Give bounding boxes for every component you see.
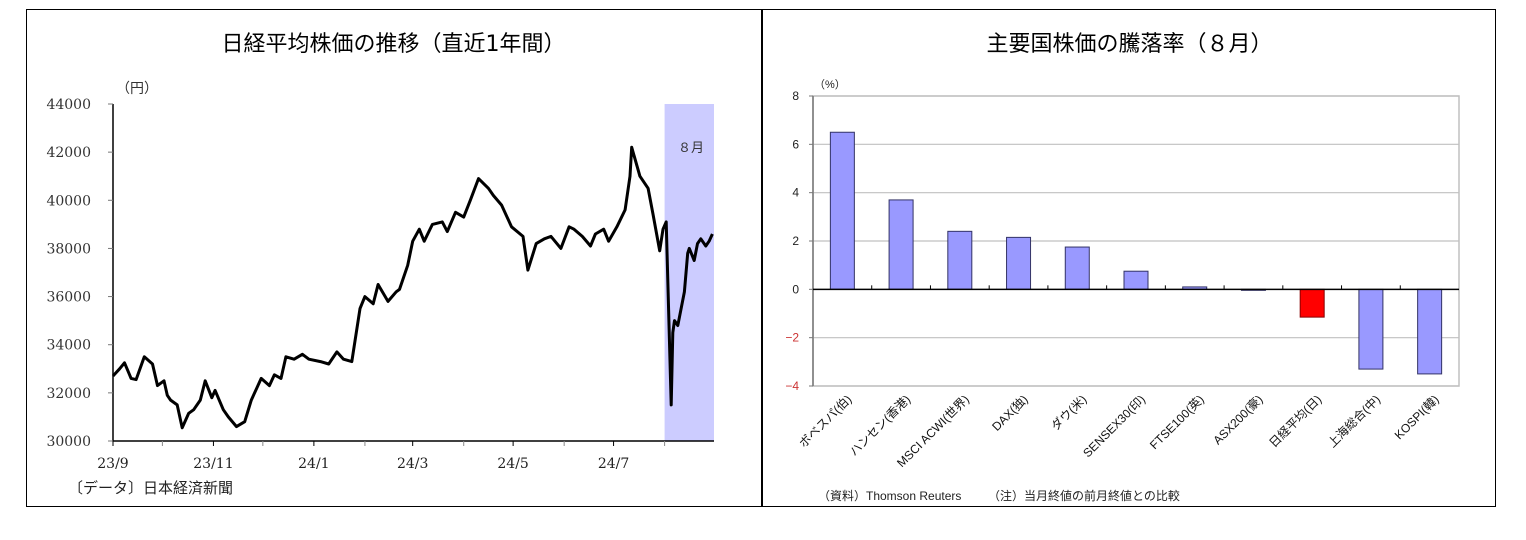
bar (829, 131, 855, 290)
bar-chart-note: （注）当月終値の前月終値との比較 (988, 489, 1180, 503)
category-label: 上海総合(中) (1324, 392, 1383, 451)
x-tick-label: 24/5 (497, 456, 528, 472)
category-label: KOSPI(韓) (1392, 392, 1442, 442)
nikkei-line-series (111, 145, 714, 430)
y-tick-label: 32000 (46, 386, 91, 402)
bar-chart-unit-label: （%） (814, 79, 846, 91)
bar (1064, 246, 1090, 290)
y-tick-label: −2 (785, 331, 799, 345)
panel-divider (761, 9, 763, 507)
line-chart-tick-labels: 30000 32000 34000 36000 38000 40000 42000 44000… (46, 97, 629, 472)
category-label: FTSE100(英) (1147, 392, 1207, 452)
bar-chart-title: 主要国株価の騰落率（８月） (986, 32, 1273, 57)
y-tick-label: 2 (792, 234, 799, 248)
bar (1123, 270, 1149, 290)
nikkei-line (111, 145, 714, 430)
line-chart-source: 〔データ〕日本経済新聞 (68, 479, 234, 497)
bar (1358, 288, 1384, 370)
category-label: 日経平均(日) (1266, 392, 1324, 450)
bar-chart-source: （資料）Thomson Reuters (818, 489, 962, 503)
bar (947, 230, 973, 290)
x-tick-label: 24/3 (397, 456, 428, 472)
category-label: ボベスパ(伯) (796, 392, 855, 451)
y-tick-label: 40000 (46, 193, 91, 209)
y-tick-label: 44000 (46, 97, 91, 113)
x-tick-label: 24/1 (298, 456, 329, 472)
y-tick-label: 4 (792, 186, 799, 200)
bar (1417, 288, 1443, 375)
y-tick-label: 42000 (46, 145, 91, 161)
category-label: ASX200(豪) (1210, 392, 1266, 448)
y-tick-label: 34000 (46, 338, 91, 354)
category-label: SENSEX30(印) (1080, 392, 1148, 460)
y-tick-label: 30000 (46, 434, 91, 450)
y-tick-label: 36000 (46, 290, 91, 306)
august-label: ８月 (678, 141, 705, 156)
bar (1299, 288, 1325, 318)
x-tick-label: 24/7 (598, 456, 629, 472)
y-tick-label: 38000 (46, 241, 91, 257)
line-chart-title: 日経平均株価の推移（直近1年間） (221, 32, 566, 57)
bar-series (829, 131, 1443, 375)
y-tick-label: −4 (785, 379, 799, 393)
category-label: DAX(独) (989, 392, 1030, 433)
y-tick-label: 6 (792, 137, 799, 151)
bar (888, 199, 914, 290)
y-tick-label: 8 (792, 89, 799, 103)
bar (1006, 236, 1032, 290)
x-tick-label: 23/11 (193, 456, 233, 472)
bar-chart-gridlines (812, 95, 1460, 387)
category-label: ダウ(米) (1048, 392, 1090, 434)
x-tick-label: 23/9 (97, 456, 128, 472)
line-chart-axes (108, 103, 714, 446)
bar-chart-axes (809, 95, 1459, 387)
y-tick-label: 0 (792, 282, 799, 296)
line-chart-unit-label: （円） (116, 81, 158, 97)
category-label: ハンセン(香港) (847, 392, 913, 458)
